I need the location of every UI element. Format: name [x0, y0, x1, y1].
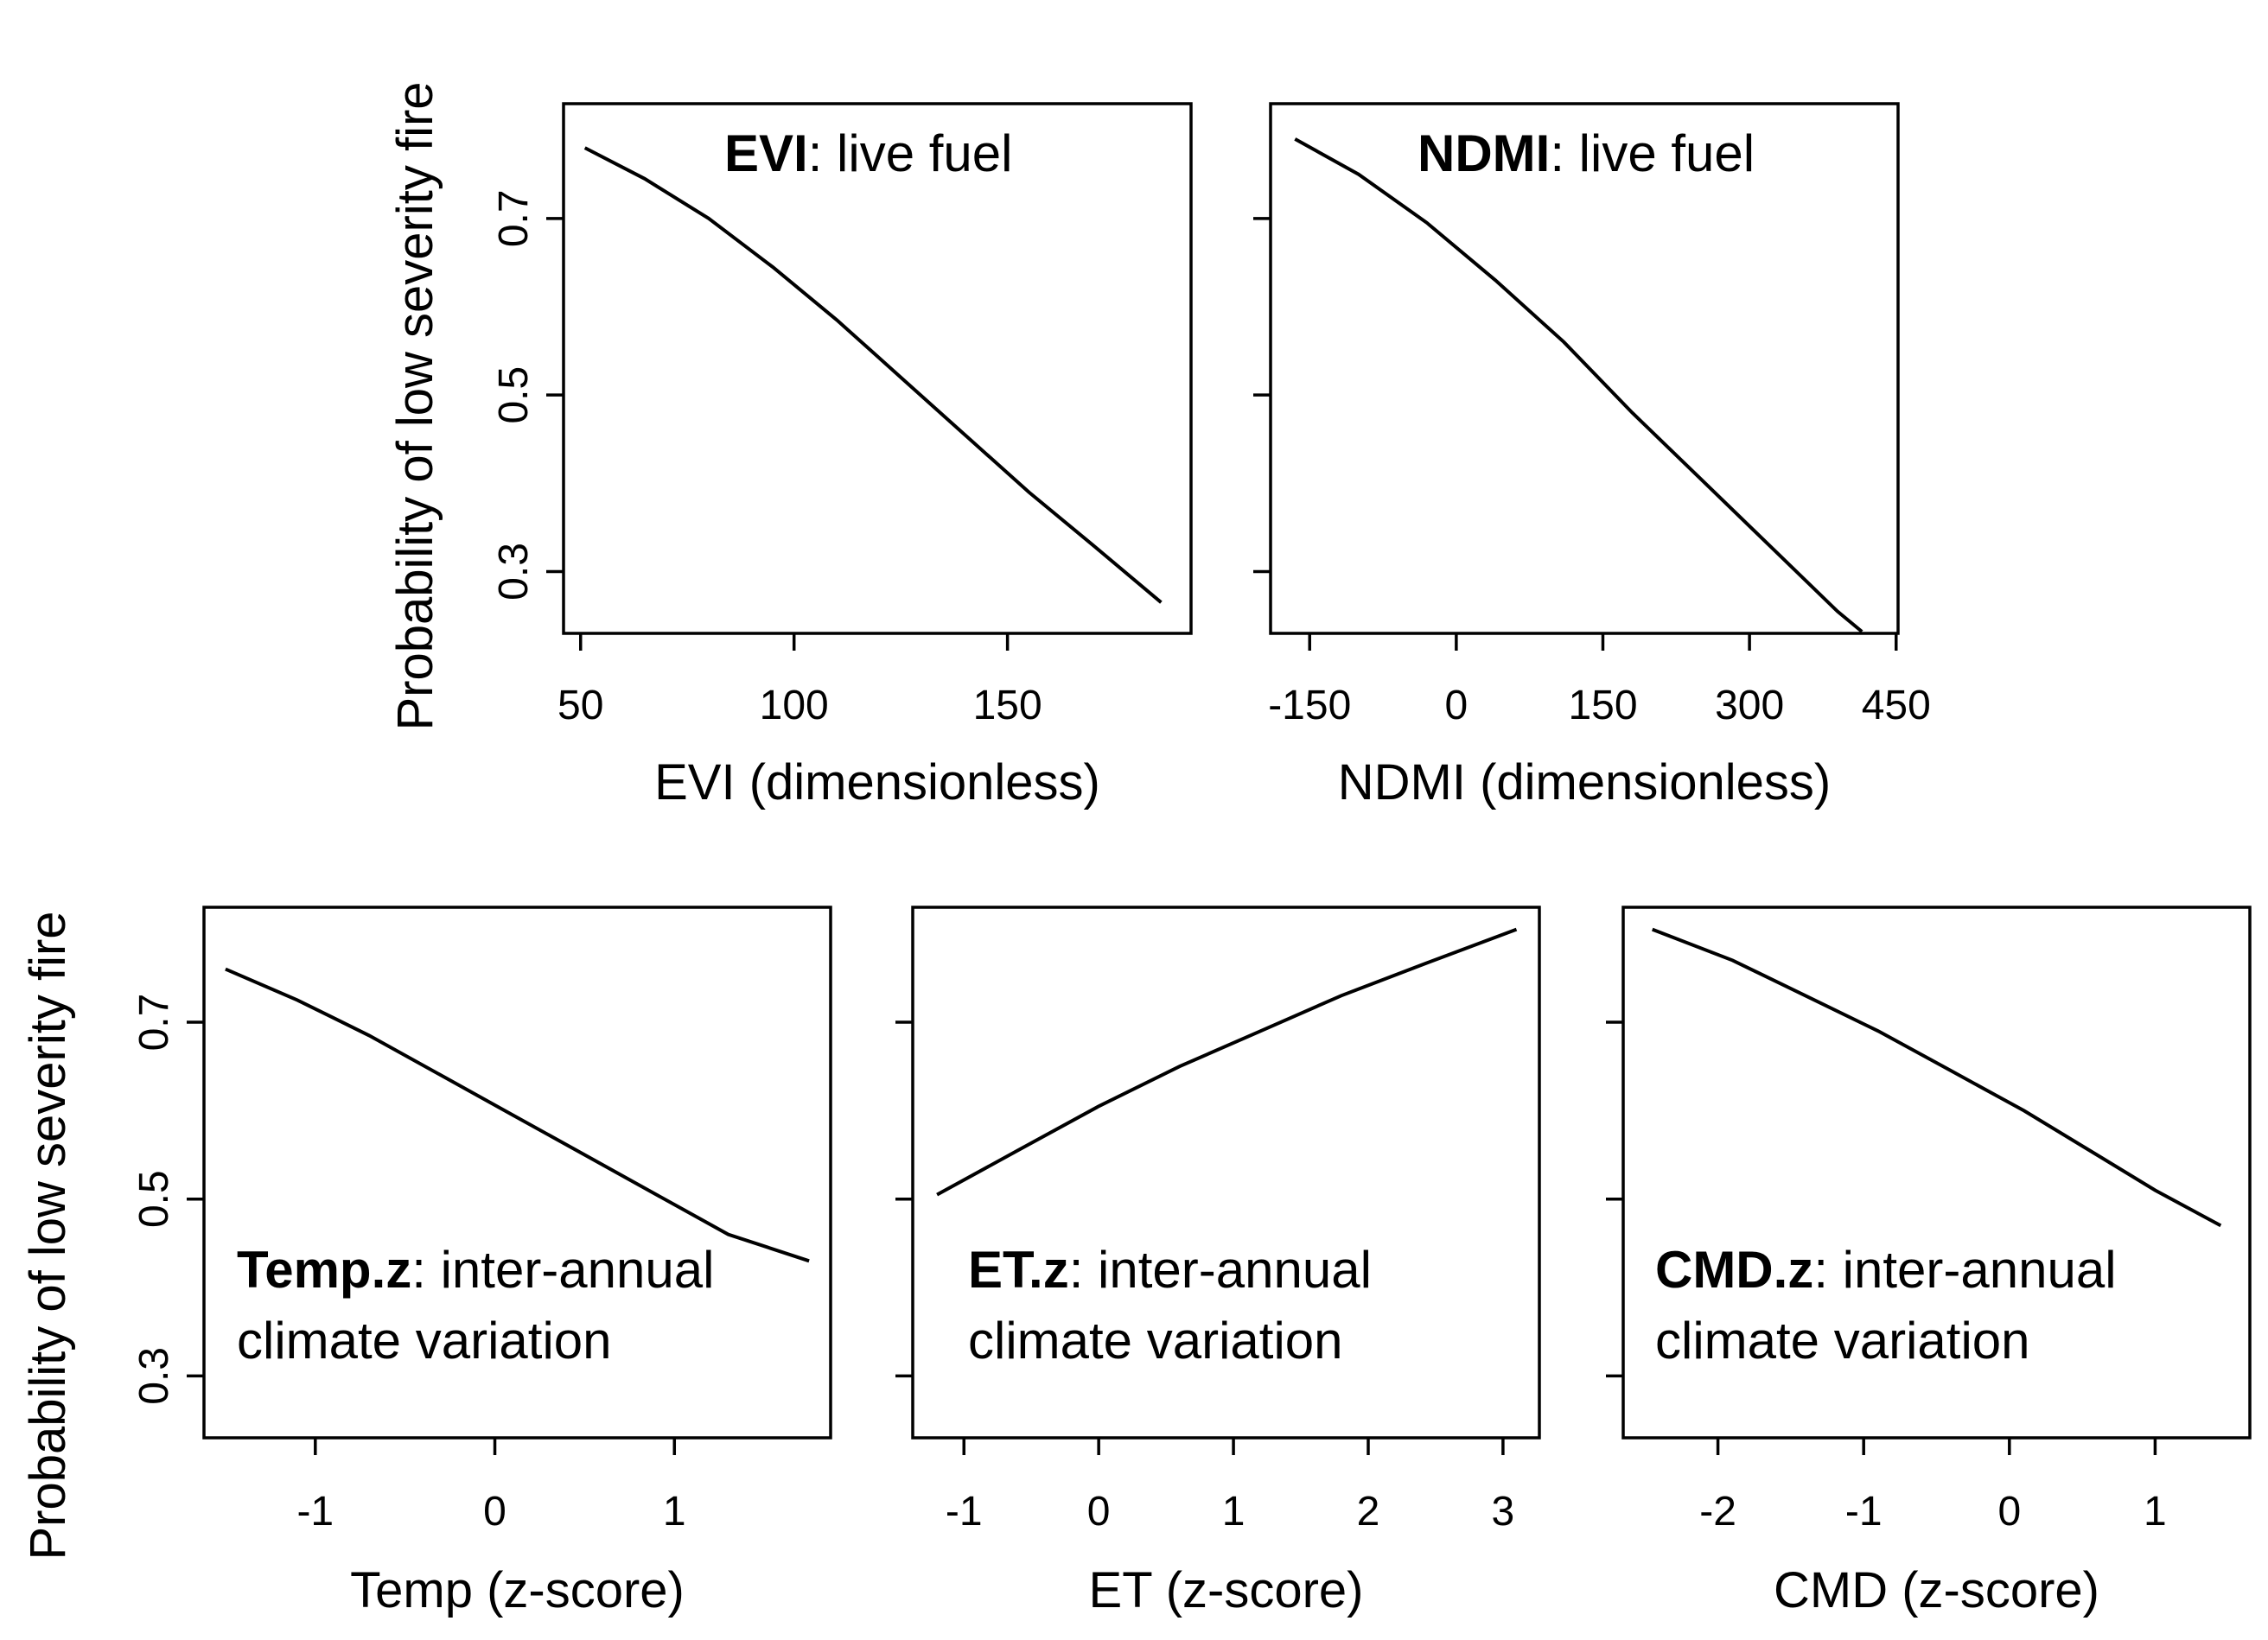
x-axis-title: EVI (dimensionless) — [654, 754, 1100, 810]
x-tick-label: 0 — [1997, 1489, 2021, 1535]
panel-annotation: ET.z: inter-annual — [968, 1241, 1372, 1299]
panel-annotation-line2: climate variation — [1655, 1312, 2030, 1370]
x-tick-label: 1 — [2144, 1489, 2167, 1535]
x-tick-label: 150 — [1568, 683, 1637, 728]
annotation-rest: : live fuel — [808, 124, 1013, 182]
panel-cmd-z: -2 -1 0 1 CMD (z-score) CMD.z: inter-annual cl… — [1606, 906, 2252, 1618]
panel-annotation-line2: climate variation — [237, 1312, 612, 1370]
x-tick-label: 0 — [483, 1489, 506, 1535]
panel-annotation: EVI: live fuel — [724, 124, 1013, 182]
x-tick-label: -150 — [1268, 683, 1351, 728]
y-axis-title-top-row: Probability of low severity fire — [387, 81, 443, 730]
series-line — [1651, 927, 2222, 1228]
x-tick-label: 300 — [1715, 683, 1784, 728]
panel-et-z: -1 0 1 2 3 ET (z-score) ET.z: inter-annual clim… — [895, 906, 1541, 1618]
annotation-bold: Temp.z — [237, 1241, 411, 1299]
x-tick-label: 450 — [1862, 683, 1931, 728]
x-tick-label: -2 — [1699, 1489, 1736, 1535]
y-tick-label: 0.3 — [491, 543, 537, 601]
series-line — [936, 927, 1518, 1197]
panel-annotation-line2: climate variation — [968, 1312, 1343, 1370]
panel-annotation: NDMI: live fuel — [1418, 124, 1755, 182]
x-tick-label: -1 — [1845, 1489, 1883, 1535]
y-tick-label: 0.7 — [491, 189, 537, 247]
panel-temp-z: -1 0 1 0.3 0.5 0.7 Temp (z-score) Temp.z: inter… — [131, 906, 832, 1618]
x-axis-title: NDMI (dimensionless) — [1338, 754, 1831, 810]
x-axis-title: CMD (z-score) — [1774, 1562, 2099, 1618]
y-tick-label: 0.7 — [131, 994, 177, 1052]
x-axis-title: Temp (z-score) — [350, 1562, 685, 1618]
y-tick-label: 0.5 — [131, 1170, 177, 1228]
plot-frame — [911, 906, 1541, 1440]
panel-annotation: Temp.z: inter-annual — [237, 1241, 714, 1299]
x-tick-label: 0 — [1445, 683, 1468, 728]
x-tick-label: 150 — [973, 683, 1042, 728]
series-line — [1294, 137, 1863, 633]
panel-annotation: CMD.z: inter-annual — [1655, 1241, 2117, 1299]
plot-frame — [202, 906, 832, 1440]
x-tick-label: -1 — [296, 1489, 334, 1535]
y-tick-label: 0.5 — [491, 366, 537, 424]
series-line — [583, 146, 1163, 604]
annotation-bold: CMD.z — [1655, 1241, 1813, 1299]
x-tick-label: 100 — [760, 683, 829, 728]
annotation-rest: : inter-annual — [1813, 1241, 2116, 1299]
plot-frame — [1621, 906, 2252, 1440]
x-tick-label: 50 — [557, 683, 603, 728]
x-axis-title: ET (z-score) — [1089, 1562, 1364, 1618]
annotation-bold: EVI — [724, 124, 808, 182]
plot-frame — [562, 102, 1193, 635]
annotation-bold: NDMI — [1418, 124, 1550, 182]
annotation-rest: : live fuel — [1550, 124, 1755, 182]
plot-frame — [1269, 102, 1900, 635]
x-tick-label: 2 — [1357, 1489, 1380, 1535]
x-tick-label: 1 — [663, 1489, 686, 1535]
x-tick-label: 3 — [1492, 1489, 1515, 1535]
annotation-rest: : inter-annual — [1069, 1241, 1372, 1299]
x-tick-label: 1 — [1222, 1489, 1245, 1535]
panel-evi: 50 100 150 0.3 0.5 0.7 EVI (dimensionless) EVI:… — [491, 102, 1193, 810]
series-line — [225, 967, 810, 1263]
y-tick-label: 0.3 — [131, 1347, 177, 1405]
panel-ndmi: -150 0 150 300 450 NDMI (dimensionless) NDMI: … — [1253, 102, 1931, 810]
y-axis-title-bottom-row: Probability of low severity fire — [20, 911, 76, 1560]
x-tick-label: 0 — [1087, 1489, 1111, 1535]
annotation-rest: : inter-annual — [411, 1241, 714, 1299]
x-tick-label: -1 — [946, 1489, 983, 1535]
annotation-bold: ET.z — [968, 1241, 1069, 1299]
